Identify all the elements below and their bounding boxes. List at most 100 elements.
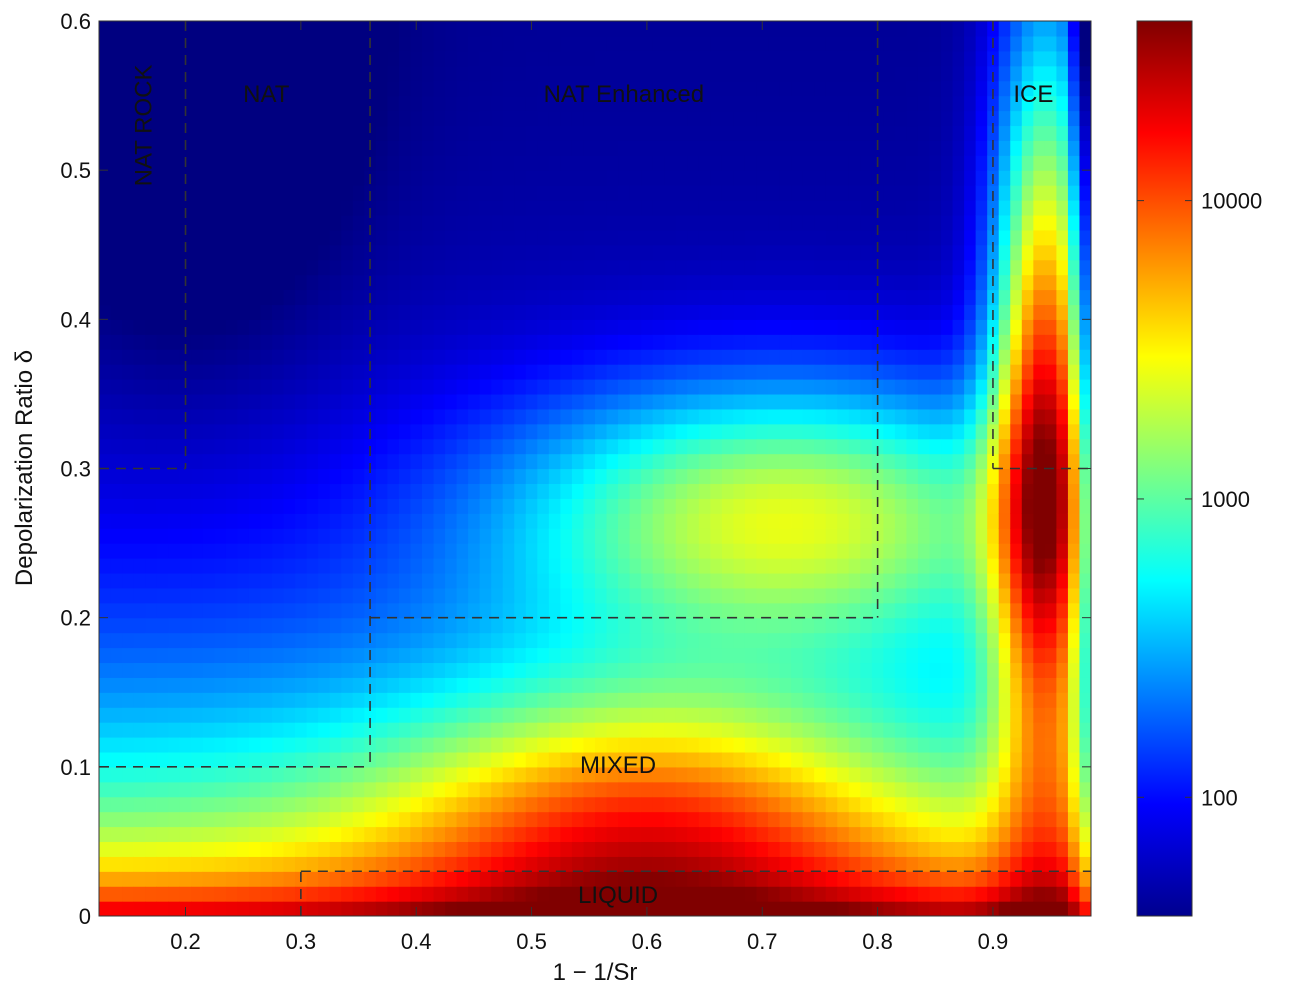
heatmap-cell [491, 751, 504, 768]
heatmap-cell [191, 155, 204, 171]
heatmap-cell [848, 617, 861, 634]
heatmap-cell [641, 140, 654, 156]
heatmap-cell [548, 766, 561, 783]
heatmap-cell [883, 796, 896, 813]
heatmap-cell [468, 185, 481, 201]
heatmap-cell [272, 587, 285, 604]
heatmap-cell [202, 766, 215, 783]
heatmap-cell [191, 200, 204, 216]
heatmap-cell [871, 722, 884, 738]
heatmap-cell [468, 200, 481, 216]
heatmap-cell [894, 662, 908, 678]
heatmap-cell [952, 871, 965, 887]
heatmap-cell [583, 886, 596, 902]
heatmap-cell [721, 349, 735, 365]
heatmap-cell [202, 856, 215, 872]
heatmap-cell [952, 229, 965, 246]
heatmap-cell [975, 229, 988, 246]
heatmap-cell [606, 393, 619, 410]
heatmap-cell [491, 468, 504, 485]
heatmap-cell [110, 80, 123, 97]
heatmap-cell [595, 722, 608, 738]
heatmap-cell [675, 602, 688, 619]
heatmap-cell [687, 841, 700, 857]
heatmap-cell [272, 170, 285, 186]
heatmap-cell [548, 498, 561, 514]
heatmap-cell [502, 453, 515, 470]
heatmap-cell [606, 170, 619, 186]
heatmap-cell [110, 811, 123, 828]
heatmap-cell [1021, 140, 1034, 156]
heatmap-cell [352, 95, 365, 112]
heatmap-cell [768, 35, 781, 52]
heatmap-cell [975, 572, 988, 589]
heatmap-cell [225, 617, 239, 634]
heatmap-cell [1021, 647, 1034, 664]
heatmap-cell [848, 65, 861, 82]
heatmap-cell [825, 662, 838, 678]
heatmap-cell [837, 751, 850, 768]
heatmap-cell [260, 244, 273, 261]
heatmap-cell [733, 587, 746, 604]
heatmap-cell [837, 408, 850, 425]
heatmap-cell [848, 558, 861, 574]
heatmap-cell [433, 423, 446, 440]
heatmap-cell [329, 185, 342, 201]
heatmap-cell [110, 155, 123, 171]
heatmap-cell [595, 781, 608, 798]
heatmap-cell [421, 707, 435, 723]
heatmap-cell [537, 617, 550, 634]
heatmap-cell [514, 349, 527, 365]
heatmap-cell [698, 617, 711, 634]
heatmap-cell [779, 379, 792, 395]
heatmap-cell [606, 349, 619, 365]
heatmap-cell [306, 65, 319, 82]
heatmap-cell [571, 841, 585, 857]
heatmap-cell [675, 65, 688, 82]
heatmap-cell [1056, 781, 1069, 798]
heatmap-cell [860, 408, 873, 425]
heatmap-cell [756, 617, 769, 634]
heatmap-cell [110, 214, 123, 231]
heatmap-cell [375, 35, 388, 52]
heatmap-cell [1033, 35, 1046, 52]
heatmap-cell [179, 244, 192, 261]
heatmap-cell [733, 349, 746, 365]
heatmap-cell [99, 766, 112, 783]
heatmap-cell [675, 528, 688, 544]
heatmap-cell [410, 259, 423, 276]
heatmap-cell [202, 319, 215, 335]
heatmap-cell [687, 289, 700, 306]
heatmap-cell [894, 722, 908, 738]
heatmap-cell [387, 647, 400, 664]
heatmap-cell [468, 140, 481, 156]
heatmap-cell [237, 751, 250, 768]
heatmap-cell [560, 80, 573, 97]
heatmap-cell [1010, 393, 1023, 410]
heatmap-cell [364, 781, 377, 798]
heatmap-cell [295, 393, 308, 410]
heatmap-cell [791, 125, 804, 141]
heatmap-cell [768, 364, 781, 380]
heatmap-cell [133, 722, 146, 738]
heatmap-cell [571, 587, 585, 604]
heatmap-cell [479, 572, 492, 589]
heatmap-cell [975, 543, 988, 559]
heatmap-cell [583, 632, 596, 649]
heatmap-cell [687, 468, 700, 485]
heatmap-cell [491, 811, 504, 828]
heatmap-cell [352, 781, 365, 798]
heatmap-cell [606, 274, 619, 291]
heatmap-cell [917, 155, 931, 171]
heatmap-cell [133, 80, 146, 97]
heatmap-cell [1010, 319, 1023, 335]
heatmap-cell [202, 274, 215, 291]
heatmap-cell [410, 617, 423, 634]
heatmap-cell [191, 408, 204, 425]
heatmap-cell [1021, 170, 1034, 186]
heatmap-cell [560, 617, 573, 634]
heatmap-cell [698, 498, 711, 514]
heatmap-cell [779, 632, 792, 649]
heatmap-cell [675, 274, 688, 291]
heatmap-cell [202, 95, 215, 112]
